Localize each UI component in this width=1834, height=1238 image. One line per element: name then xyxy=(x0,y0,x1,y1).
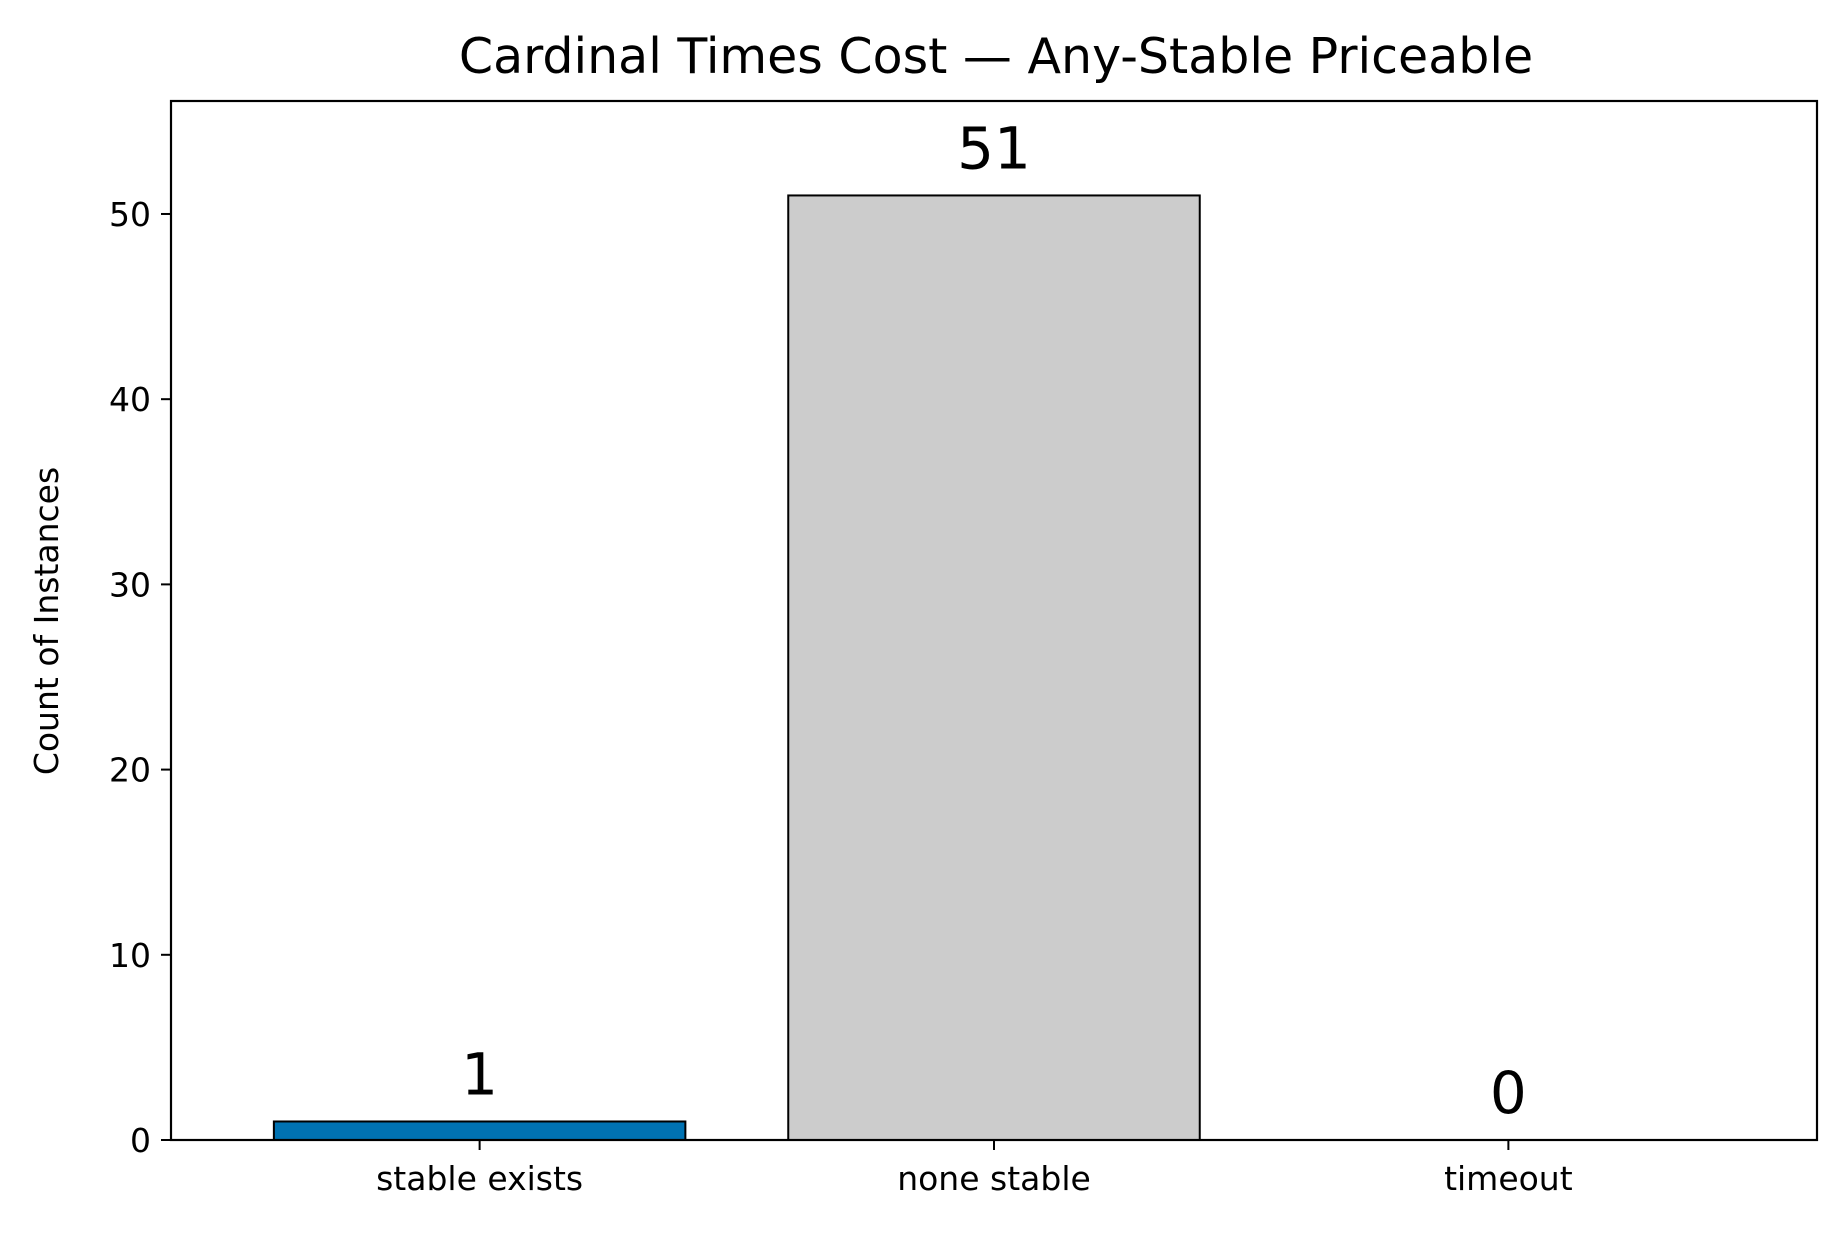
y-axis-label: Count of Instances xyxy=(27,467,66,775)
chart-title: Cardinal Times Cost — Any-Stable Priceab… xyxy=(459,28,1533,85)
y-tick-label-40: 40 xyxy=(109,380,151,419)
x-axis-ticks: stable exists none stable timeout xyxy=(376,1140,1573,1198)
y-tick-label-50: 50 xyxy=(109,195,151,234)
data-label-timeout: 0 xyxy=(1490,1059,1527,1127)
x-tick-label-timeout: timeout xyxy=(1444,1159,1573,1198)
y-tick-label-30: 30 xyxy=(109,565,151,604)
y-axis-ticks: 0 10 20 30 40 50 xyxy=(109,195,171,1160)
bar-stable-exists xyxy=(272,1120,687,1141)
x-tick-label-none-stable: none stable xyxy=(897,1159,1091,1198)
data-label-stable-exists: 1 xyxy=(461,1040,498,1108)
y-tick-label-20: 20 xyxy=(109,751,151,790)
y-tick-label-0: 0 xyxy=(130,1121,151,1160)
x-tick-label-stable-exists: stable exists xyxy=(376,1159,583,1198)
data-label-none-stable: 51 xyxy=(957,114,1031,182)
bar-none-stable xyxy=(787,194,1201,1141)
bars-layer xyxy=(272,194,1201,1141)
y-tick-label-10: 10 xyxy=(109,936,151,975)
plot-area-frame xyxy=(169,99,1819,1142)
